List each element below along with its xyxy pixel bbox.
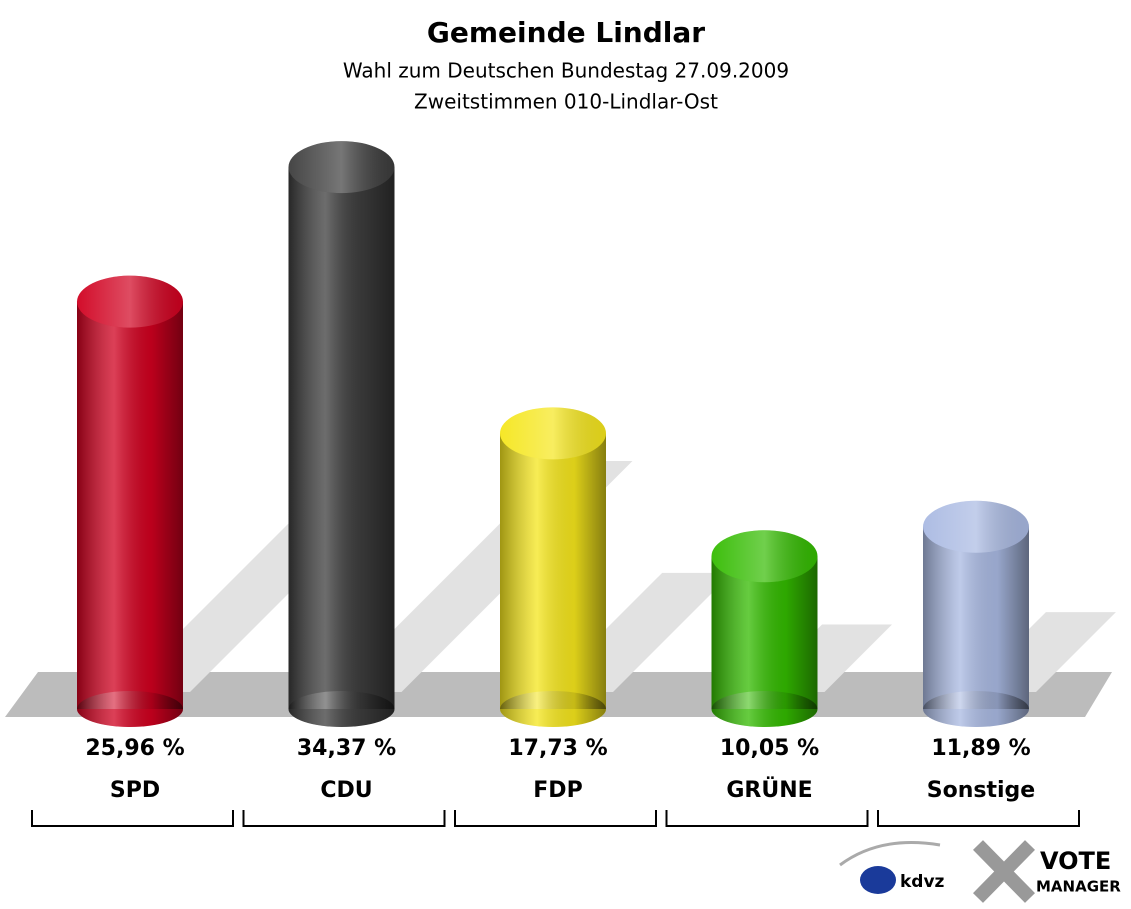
bar-shade <box>923 526 1029 709</box>
value-label: 25,96 % <box>85 736 184 761</box>
value-label: 17,73 % <box>508 736 607 761</box>
category-label: FDP <box>533 778 582 803</box>
cylinder-top-shade <box>711 530 818 583</box>
bracket <box>877 810 1080 827</box>
bracket <box>665 810 869 827</box>
cylinder-top-shade <box>288 141 395 194</box>
category-label: CDU <box>320 778 372 803</box>
bar-shade <box>500 433 606 709</box>
chart-subtitle: Wahl zum Deutschen Bundestag 27.09.2009 <box>343 59 789 83</box>
value-label: 34,37 % <box>297 736 396 761</box>
logo-x <box>973 840 1035 903</box>
bar-shade <box>288 167 395 709</box>
bar-shade <box>77 301 183 709</box>
logo-text: VOTE <box>1040 847 1111 875</box>
logo-text: MANAGER <box>1036 878 1121 896</box>
bracket <box>31 810 234 827</box>
cylinder-top-shade <box>500 407 606 460</box>
cylinder-top-shade <box>77 275 183 328</box>
chart-subtitle: Zweitstimmen 010-Lindlar-Ost <box>414 90 718 114</box>
logo: kdvz VOTE MANAGER <box>839 840 1121 903</box>
category-label: SPD <box>110 778 160 803</box>
logo-ball <box>860 866 896 894</box>
category-label: GRÜNE <box>726 777 812 803</box>
bracket <box>454 810 657 827</box>
logo-swoosh <box>839 841 941 867</box>
bars <box>77 141 1029 727</box>
chart-title: Gemeinde Lindlar <box>427 16 705 49</box>
bracket <box>242 810 446 827</box>
value-label: 10,05 % <box>720 736 819 761</box>
value-label: 11,89 % <box>931 736 1030 761</box>
category-label: Sonstige <box>927 778 1035 803</box>
cylinder-top-shade <box>923 500 1029 553</box>
logo-text: kdvz <box>900 872 945 892</box>
